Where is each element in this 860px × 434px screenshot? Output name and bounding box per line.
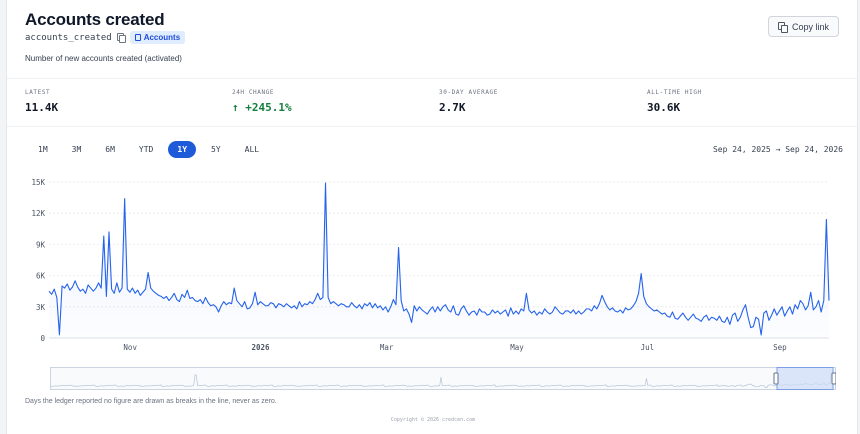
range-button-1y[interactable]: 1Y [168,141,197,158]
copy-icon [777,21,788,33]
series-line [48,182,830,336]
badge-label: Accounts [143,33,181,42]
navigator-selection[interactable] [776,367,834,390]
range-button-5y[interactable]: 5Y [211,145,221,154]
copy-link-button[interactable]: Copy link [768,16,839,37]
page-title: Accounts created [25,10,165,29]
stat-all-time-high: ALL-TIME HIGH 30.6K [647,89,702,114]
x-tick-label: Jul [641,343,655,352]
stat-value: 2.7K [439,101,466,114]
navigator-line [50,373,835,388]
copy-icon[interactable] [116,33,126,43]
y-tick-label: 6K [36,272,46,281]
x-tick-label: Sep [773,343,787,352]
y-tick-label: 12K [31,209,45,218]
y-tick-label: 3K [36,303,46,312]
range-button-ytd[interactable]: YTD [138,145,154,154]
category-badge[interactable]: Accounts [129,31,186,44]
metric-card: Accounts created accounts_created Accoun… [6,0,859,434]
stat-label: ALL-TIME HIGH [647,89,702,96]
copyright: Copyright © 2026 credcen.com [390,417,476,423]
range-button-all[interactable]: ALL [244,145,260,154]
metric-id-row: accounts_created Accounts [25,31,186,44]
navigator-handle-right[interactable] [831,372,836,385]
line-chart[interactable]: 0 3K 6K 9K 12K 15K Nov 2026 Mar May Jul Sep [7,172,859,362]
stat-label: 30-DAY AVERAGE [439,89,498,96]
stat-value: 30.6K [647,101,681,114]
x-tick-label: May [510,343,524,352]
stat-label: 24H CHANGE [232,89,275,96]
date-range-label: Sep 24, 2025 → Sep 24, 2026 [712,145,843,154]
range-selector: 1M 3M 6M YTD 1Y 5Y ALL [29,141,274,158]
range-navigator[interactable] [50,367,836,390]
y-tick-label: 9K [36,240,46,249]
stat-value: ↑ +245.1% [232,101,292,114]
copy-link-label: Copy link [791,21,829,32]
stats-row: LATEST 11.4K 24H CHANGE ↑ +245.1% 30-DAY… [7,78,859,127]
y-tick-label: 15K [31,178,45,187]
x-tick-label: Nov [123,343,137,352]
x-tick-label: 2026 [252,343,271,352]
navigator-handle-left[interactable] [773,372,779,385]
stat-label: LATEST [25,89,51,96]
stat-latest: LATEST 11.4K [25,89,58,114]
metric-description: Number of new accounts created (activate… [25,54,182,63]
y-tick-label: 0 [40,334,45,343]
chart-footnote: Days the ledger reported no figure are d… [25,398,277,405]
stat-24h-change: 24H CHANGE ↑ +245.1% [232,89,292,114]
metric-id: accounts_created [25,32,112,43]
range-button-6m[interactable]: 6M [105,145,115,154]
book-icon [134,34,141,41]
series-area [49,183,829,338]
stat-value: 11.4K [25,101,59,114]
stat-30-day-average: 30-DAY AVERAGE 2.7K [439,89,498,114]
range-button-1m[interactable]: 1M [38,145,48,154]
x-tick-label: Mar [380,343,394,352]
range-button-3m[interactable]: 3M [71,145,82,154]
